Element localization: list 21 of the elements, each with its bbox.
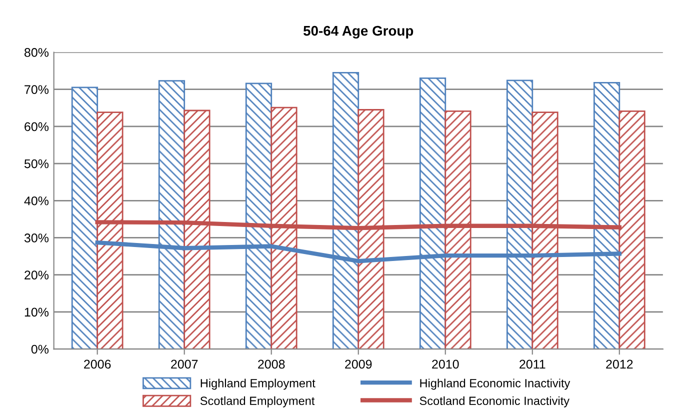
legend-label: Scotland Employment bbox=[200, 396, 315, 408]
y-tick-label: 70% bbox=[24, 85, 49, 94]
x-tick-label: 2010 bbox=[432, 360, 459, 369]
y-tick-label: 30% bbox=[24, 234, 49, 242]
x-tick-label: 2011 bbox=[520, 360, 546, 369]
legend-label: Scotland Economic Inactivity bbox=[420, 396, 570, 408]
y-tick-label: 60% bbox=[24, 122, 49, 132]
y-tick-label: 10% bbox=[24, 308, 49, 317]
y-tick-label: 80% bbox=[24, 48, 49, 57]
y-tick-label: 50% bbox=[24, 159, 49, 168]
legend-label: Highland Economic Inactivity bbox=[420, 378, 570, 390]
x-tick-label: 2008 bbox=[258, 360, 285, 369]
x-tick-label: 2006 bbox=[84, 360, 111, 369]
legend-label: Highland Employment bbox=[200, 378, 316, 390]
x-tick-label: 2007 bbox=[171, 360, 198, 369]
chart-title: 50-64 Age Group bbox=[303, 26, 414, 39]
y-tick-label: 20% bbox=[24, 270, 49, 280]
x-tick-label: 2009 bbox=[345, 360, 372, 369]
x-tick-label: 2012 bbox=[606, 360, 633, 369]
y-tick-label: 40% bbox=[24, 196, 49, 206]
y-tick-label: 0% bbox=[31, 344, 49, 354]
